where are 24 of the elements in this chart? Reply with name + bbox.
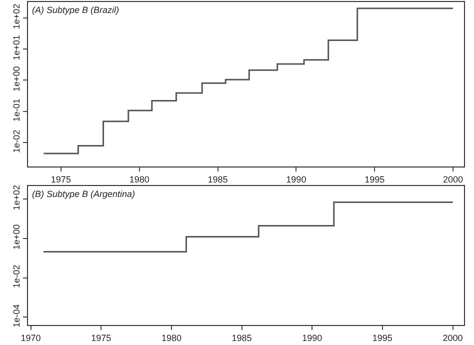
x-tick-label: 1995 bbox=[364, 174, 385, 185]
x-tick-label: 1990 bbox=[302, 332, 322, 343]
y-tick-label: 1e-02 bbox=[11, 264, 22, 288]
x-tick-label: 1975 bbox=[50, 174, 71, 185]
x-tick-label: 1975 bbox=[91, 332, 112, 343]
x-tick-label: 1985 bbox=[232, 332, 252, 343]
y-tick-label: 1e+00 bbox=[11, 66, 22, 92]
y-tick-label: 1e+02 bbox=[11, 4, 22, 30]
y-tick-label: 1e-02 bbox=[11, 130, 22, 153]
x-tick-label: 1980 bbox=[161, 332, 182, 343]
y-tick-label: 1e+01 bbox=[11, 35, 22, 60]
chart-title: (B) Subtype B (Argentina) bbox=[32, 189, 136, 199]
chart-title: (A) Subtype B (Brazil) bbox=[32, 5, 120, 15]
x-tick-label: 2000 bbox=[443, 174, 464, 185]
y-tick-label: 1e+00 bbox=[11, 224, 22, 250]
y-tick-label: 1e+02 bbox=[11, 184, 22, 210]
x-tick-label: 1995 bbox=[372, 332, 392, 343]
y-tick-label: 1e-01 bbox=[11, 98, 22, 122]
x-tick-label: 2000 bbox=[442, 332, 463, 343]
x-tick-label: 1990 bbox=[286, 174, 306, 185]
y-tick-label: 1e-04 bbox=[11, 304, 22, 328]
x-tick-label: 1980 bbox=[129, 174, 150, 185]
x-tick-label: 1970 bbox=[20, 332, 41, 343]
x-tick-label: 1985 bbox=[208, 174, 228, 185]
